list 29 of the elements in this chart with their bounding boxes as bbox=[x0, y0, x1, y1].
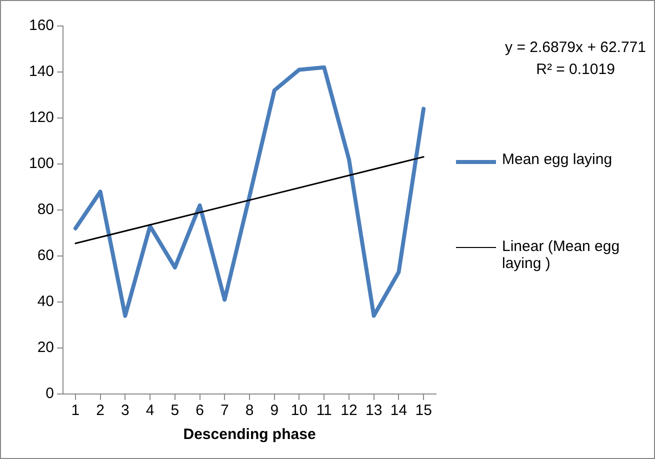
x-tick-label: 14 bbox=[390, 402, 408, 420]
text: y = 2.6879x + 62.771 bbox=[505, 38, 646, 58]
legend-label: Mean egg laying bbox=[502, 151, 612, 168]
x-tick-label: 12 bbox=[340, 402, 358, 420]
x-tick-label: 8 bbox=[245, 402, 254, 420]
x-axis-title: Descending phase bbox=[183, 426, 316, 444]
x-tick-label: 6 bbox=[196, 402, 204, 420]
y-tick-label: 80 bbox=[37, 201, 54, 218]
y-tick-label: 20 bbox=[37, 339, 54, 356]
y-tick-label: 120 bbox=[28, 109, 54, 126]
y-tick-label: 0 bbox=[46, 385, 54, 402]
x-tick-label: 15 bbox=[415, 402, 432, 420]
x-tick-label: 10 bbox=[290, 402, 308, 420]
x-tick-label: 5 bbox=[170, 402, 180, 420]
x-tick-label: 1 bbox=[71, 402, 80, 420]
x-tick-label: 11 bbox=[316, 402, 332, 420]
x-tick-label: 9 bbox=[270, 402, 279, 420]
y-tick-label: 160 bbox=[28, 17, 54, 34]
text: R² = 0.1019 bbox=[535, 60, 616, 80]
legend-label: Linear (Mean egg laying ) bbox=[502, 238, 621, 272]
x-tick-label: 4 bbox=[146, 402, 154, 420]
x-tick-label: 2 bbox=[96, 402, 104, 420]
x-tick-label: 7 bbox=[220, 402, 229, 420]
x-tick-label: 3 bbox=[121, 402, 130, 420]
x-tick-label: 13 bbox=[365, 402, 382, 420]
y-tick-label: 140 bbox=[28, 63, 54, 80]
y-tick-label: 40 bbox=[37, 293, 54, 310]
y-tick-label: 60 bbox=[37, 247, 54, 264]
y-tick-label: 100 bbox=[28, 155, 54, 172]
